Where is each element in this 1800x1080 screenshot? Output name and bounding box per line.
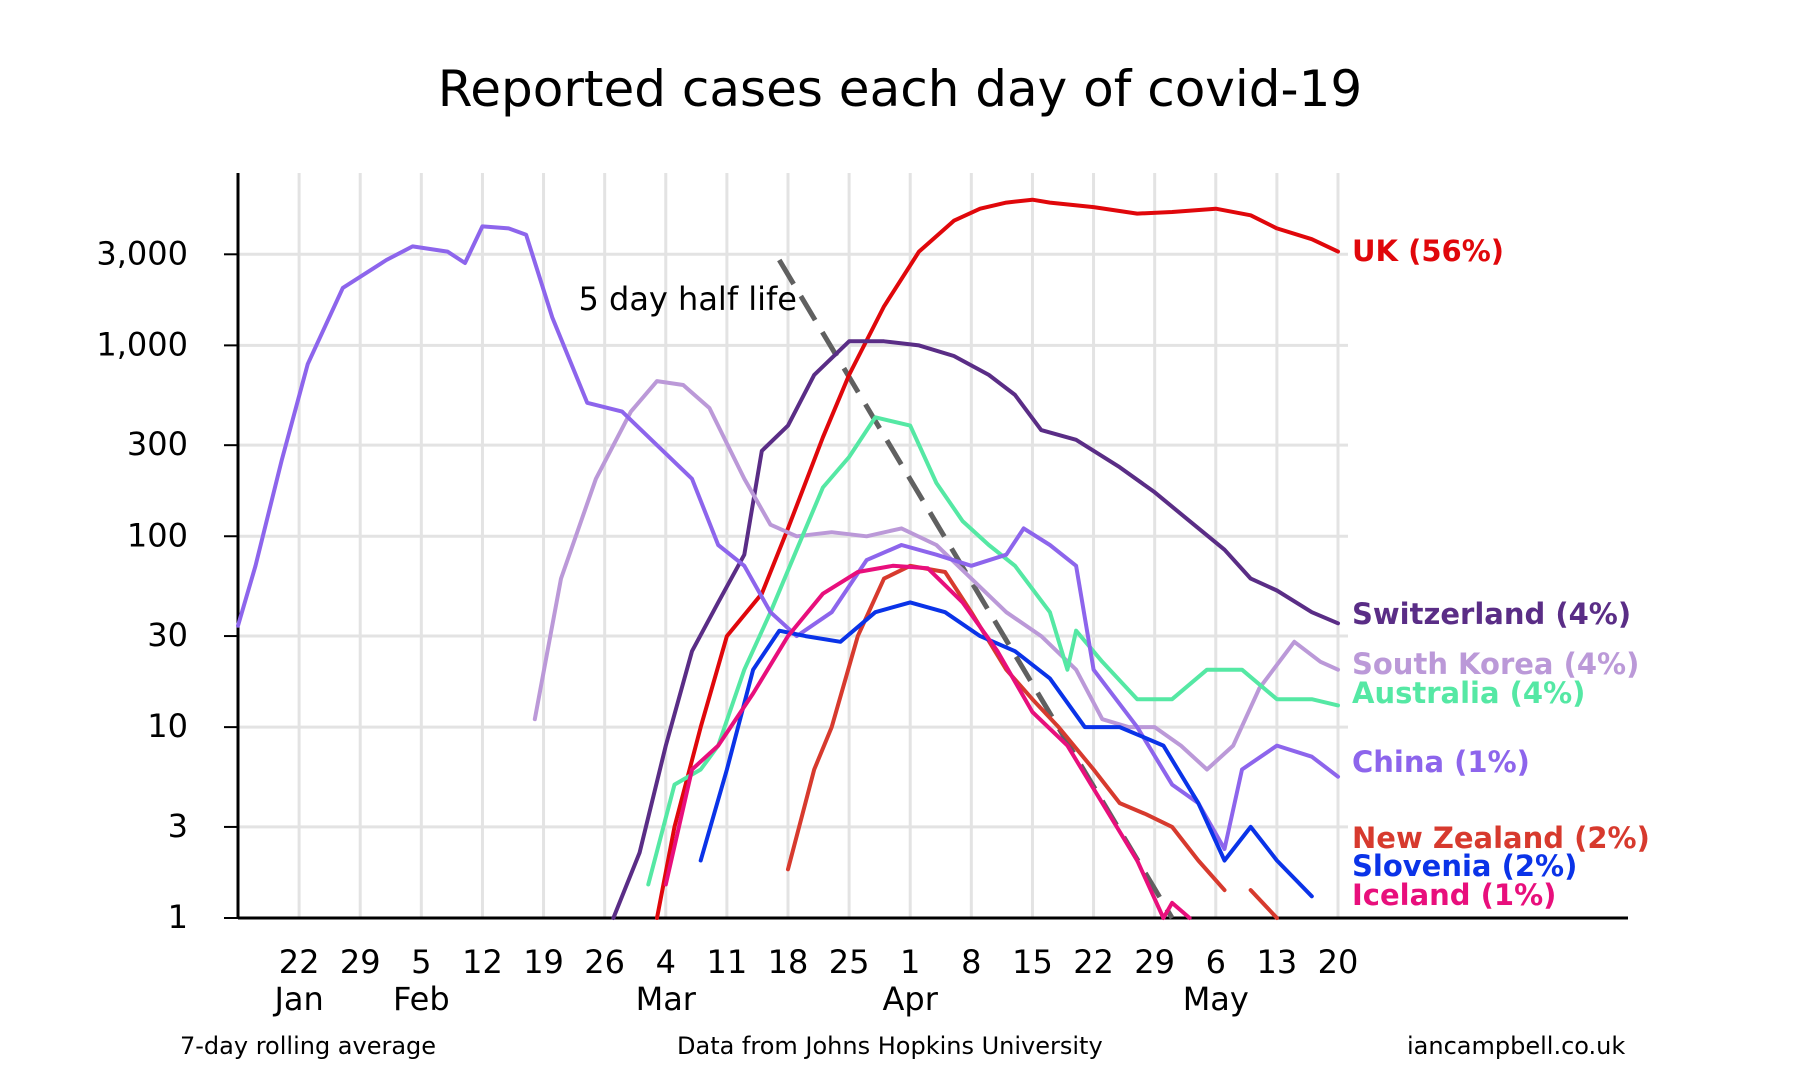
footer-credit: iancampbell.co.uk [1407, 1032, 1626, 1060]
month-label: Mar [636, 980, 697, 1018]
series-label: Australia (4%) [1352, 676, 1585, 710]
x-tick-label: 18 [768, 943, 809, 981]
series-lines [236, 197, 1340, 920]
series-line-china [236, 224, 1340, 851]
x-tick-label: 25 [829, 943, 870, 981]
y-tick-label: 100 [127, 516, 188, 554]
y-tick-label: 1,000 [96, 325, 188, 363]
series-line-uk [655, 197, 1340, 920]
x-tick-label: 15 [1012, 943, 1053, 981]
x-tick-label: 12 [462, 943, 503, 981]
y-tick-labels: 1 3 10 30 100 300 1,000 3,000 [96, 234, 188, 936]
y-tick-label: 300 [127, 425, 188, 463]
y-tick-label: 30 [147, 616, 188, 654]
x-tick-label: 22 [1073, 943, 1114, 981]
axes [224, 173, 1628, 920]
series-labels: UK (56%) Switzerland (4%) South Korea (4%)… [1352, 234, 1650, 912]
x-tick-label: 29 [340, 943, 381, 981]
month-label: Jan [272, 980, 323, 1018]
y-tick-label: 3,000 [96, 234, 188, 272]
series-label: UK (56%) [1352, 234, 1504, 268]
y-tick-label: 3 [168, 807, 188, 845]
series-label: Iceland (1%) [1352, 878, 1556, 912]
x-tick-label: 5 [411, 943, 431, 981]
y-tick-label: 10 [147, 707, 188, 745]
half-life-label: 5 day half life [578, 280, 797, 318]
x-tick-label: 19 [523, 943, 564, 981]
series-label: New Zealand (2%) [1352, 821, 1650, 855]
series-line-australia [646, 415, 1340, 887]
grid [238, 173, 1348, 918]
footer-source: Data from Johns Hopkins University [677, 1032, 1103, 1060]
x-tick-label: 22 [279, 943, 320, 981]
series-label: South Korea (4%) [1352, 647, 1639, 681]
x-tick-label: 20 [1318, 943, 1359, 981]
month-label: May [1183, 980, 1249, 1018]
annotation: 5 day half life [578, 258, 1175, 920]
x-tick-label: 4 [656, 943, 676, 981]
y-tick-label: 1 [168, 898, 188, 936]
series-line-slovenia [698, 600, 1314, 899]
x-tick-label: 29 [1134, 943, 1175, 981]
x-tick-label: 11 [707, 943, 748, 981]
series-line-iceland [663, 563, 1192, 920]
footer-note: 7-day rolling average [180, 1032, 437, 1060]
chart-title: Reported cases each day of covid-19 [437, 60, 1363, 118]
x-tick-label: 6 [1206, 943, 1226, 981]
series-label: Slovenia (2%) [1352, 849, 1577, 883]
month-label: Feb [393, 980, 450, 1018]
month-label: Apr [883, 980, 939, 1018]
series-line-switzerland [611, 339, 1340, 920]
x-tick-label: 8 [961, 943, 981, 981]
x-tick-label: 26 [584, 943, 625, 981]
series-label: China (1%) [1352, 745, 1530, 779]
series-label: Switzerland (4%) [1352, 597, 1631, 631]
x-tick-label: 1 [900, 943, 920, 981]
x-tick-label: 13 [1257, 943, 1298, 981]
